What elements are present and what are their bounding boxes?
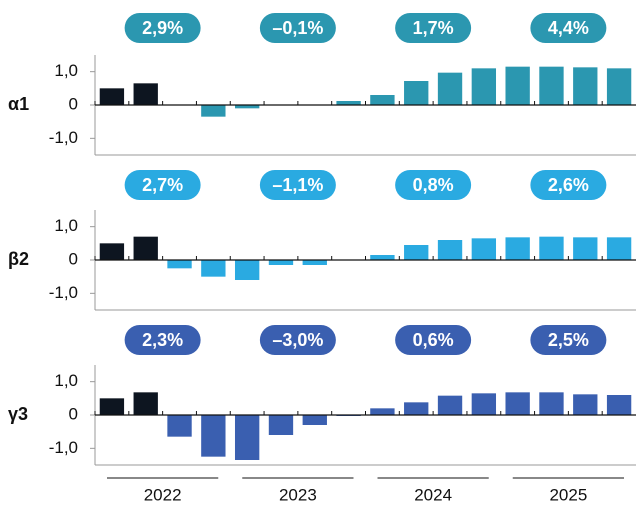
annual-label: 0,8% xyxy=(413,175,454,195)
annual-label: 2,6% xyxy=(548,175,589,195)
bar xyxy=(167,260,192,269)
bar xyxy=(99,398,125,415)
year-label: 2025 xyxy=(549,485,587,504)
bar xyxy=(437,395,463,415)
bar xyxy=(404,81,429,105)
bar xyxy=(234,415,260,460)
annual-label: 2,7% xyxy=(142,175,183,195)
bar xyxy=(234,260,260,280)
bar xyxy=(505,237,530,260)
bar xyxy=(437,240,463,260)
year-label: 2022 xyxy=(144,485,182,504)
annual-pill xyxy=(259,170,336,200)
bar xyxy=(573,67,598,105)
bar xyxy=(404,402,429,415)
panel-title: α1 xyxy=(8,94,29,114)
annual-pill xyxy=(395,13,472,43)
bar xyxy=(234,105,260,109)
bar xyxy=(370,255,395,260)
y-tick-label: 1,0 xyxy=(54,216,78,235)
bar xyxy=(336,101,361,105)
bar xyxy=(370,95,395,105)
annual-label: –3,0% xyxy=(272,330,323,350)
bar xyxy=(606,68,632,105)
bar xyxy=(302,260,327,265)
bar xyxy=(606,395,632,415)
bar xyxy=(302,415,327,425)
annual-label: 2,9% xyxy=(142,18,183,38)
annual-label: –1,1% xyxy=(272,175,323,195)
y-tick-label: -1,0 xyxy=(49,438,78,457)
annual-pill xyxy=(530,170,607,200)
y-tick-label: 1,0 xyxy=(54,61,78,80)
y-tick-label: 0 xyxy=(69,94,78,113)
annual-pill xyxy=(259,325,336,355)
bar xyxy=(167,415,192,437)
annual-label: 4,4% xyxy=(548,18,589,38)
y-tick-label: 0 xyxy=(69,404,78,423)
bar xyxy=(539,392,564,415)
panel-title: β2 xyxy=(8,249,29,269)
bar xyxy=(471,238,497,260)
bar xyxy=(539,66,564,105)
year-label: 2024 xyxy=(414,485,452,504)
bar xyxy=(370,408,395,415)
annual-label: 1,7% xyxy=(413,18,454,38)
annual-pill xyxy=(124,170,201,200)
bar xyxy=(505,392,530,415)
bar xyxy=(201,415,226,457)
annual-pill xyxy=(395,325,472,355)
annual-label: 2,3% xyxy=(142,330,183,350)
annual-label: 0,6% xyxy=(413,330,454,350)
annual-pill xyxy=(530,325,607,355)
bar xyxy=(471,68,497,105)
annual-label: 2,5% xyxy=(548,330,589,350)
bar xyxy=(99,243,125,260)
bar xyxy=(99,88,125,105)
y-tick-label: -1,0 xyxy=(49,283,78,302)
bar xyxy=(268,260,294,265)
annual-pill xyxy=(395,170,472,200)
bar xyxy=(471,393,497,415)
annual-label: –0,1% xyxy=(272,18,323,38)
bar xyxy=(573,237,598,260)
annual-pill xyxy=(259,13,336,43)
bar xyxy=(133,236,158,260)
bar xyxy=(437,72,463,105)
annual-pill xyxy=(124,13,201,43)
bar xyxy=(573,394,598,415)
bar xyxy=(505,66,530,105)
y-tick-label: -1,0 xyxy=(49,128,78,147)
bar xyxy=(606,237,632,260)
year-label: 2023 xyxy=(279,485,317,504)
bar xyxy=(404,245,429,260)
panel-title: γ3 xyxy=(8,404,28,424)
annual-pill xyxy=(530,13,607,43)
bar xyxy=(201,105,226,117)
annual-pill xyxy=(124,325,201,355)
bar xyxy=(268,415,294,435)
bar xyxy=(201,260,226,277)
y-tick-label: 0 xyxy=(69,249,78,268)
y-tick-label: 1,0 xyxy=(54,371,78,390)
bar xyxy=(133,392,158,415)
bar xyxy=(133,83,158,105)
bar xyxy=(539,236,564,260)
